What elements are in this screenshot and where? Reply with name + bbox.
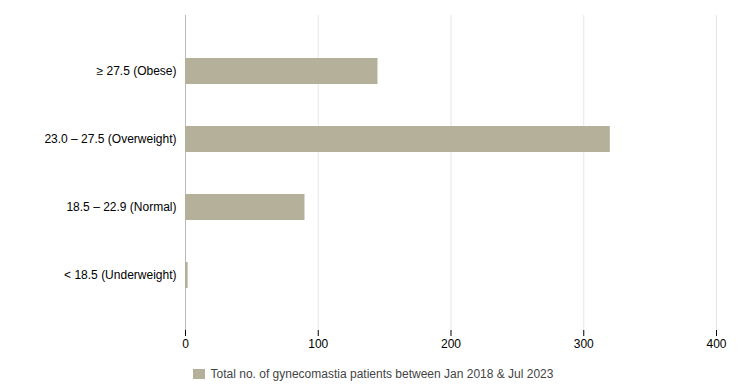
svg-text:18.5 – 22.9 (Normal): 18.5 – 22.9 (Normal) [66, 200, 176, 214]
svg-text:400: 400 [706, 337, 726, 351]
svg-text:23.0 – 27.5 (Overweight): 23.0 – 27.5 (Overweight) [44, 132, 176, 146]
svg-text:200: 200 [441, 337, 461, 351]
html-text:Total no. of gynecomastia pati: Total no. of gynecomastia patients betwe… [210, 367, 554, 381]
svg-text:< 18.5 (Underweight): < 18.5 (Underweight) [64, 268, 176, 282]
svg-text:0: 0 [182, 337, 189, 351]
svg-text:≥ 27.5 (Obese): ≥ 27.5 (Obese) [97, 64, 177, 78]
svg-text:300: 300 [574, 337, 594, 351]
svg-text:100: 100 [308, 337, 328, 351]
